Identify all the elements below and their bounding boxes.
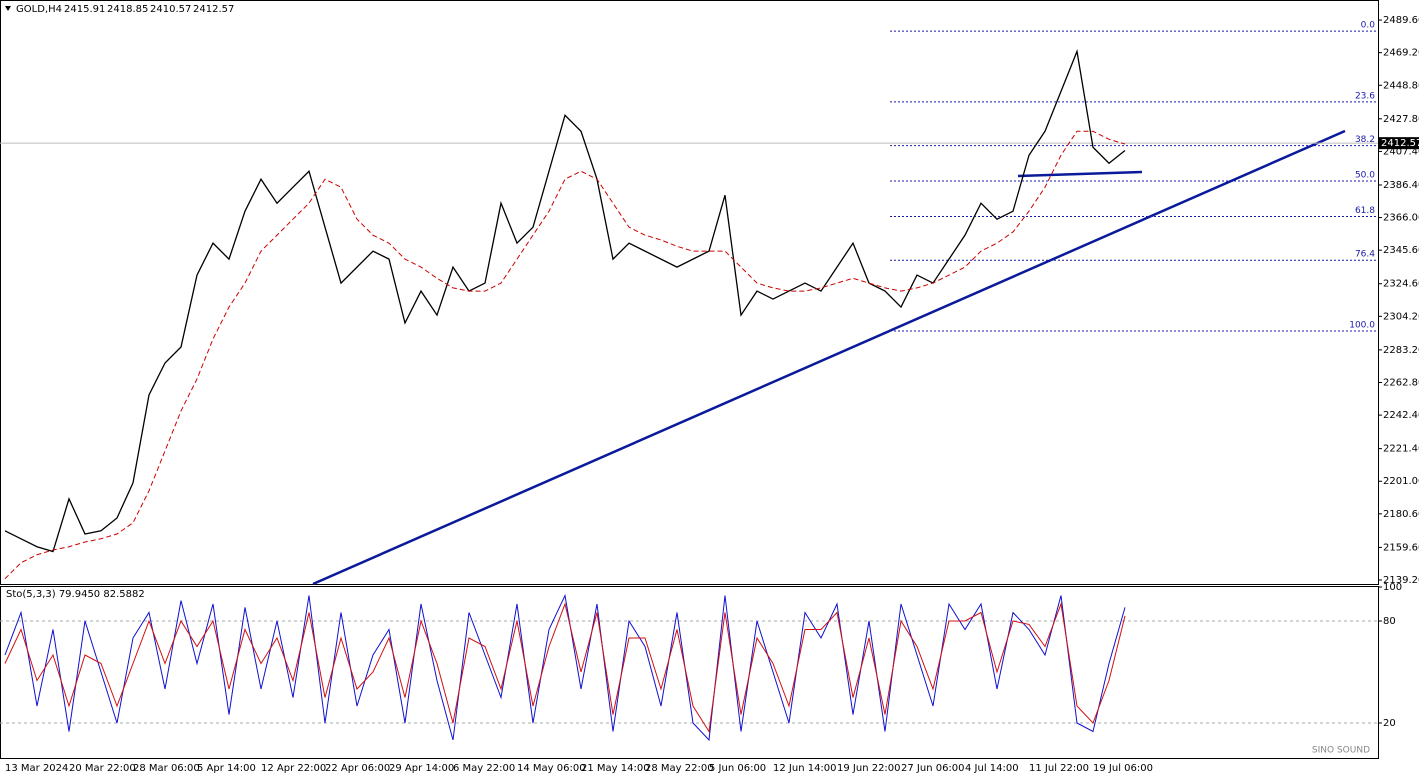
watermark: SINO SOUND: [1312, 746, 1370, 756]
y-tick-label: 2427.80: [1383, 114, 1419, 125]
y-tick-label: 2345.60: [1383, 245, 1419, 256]
current-price: 2412.57: [1381, 138, 1419, 149]
x-tick-label: 20 Mar 22:00: [69, 763, 136, 774]
series-line: [4, 48, 1126, 553]
x-tick-label: 14 May 06:00: [517, 763, 586, 774]
x-tick-label: 28 Mar 06:00: [133, 763, 200, 774]
x-tick-label: 28 May 22:00: [645, 763, 714, 774]
x-tick-label: 27 Jun 06:00: [901, 763, 965, 774]
fib-label: 76.4: [1355, 250, 1375, 260]
symbol: GOLD,H4: [16, 4, 62, 15]
x-tick-label: 19 Jul 06:00: [1093, 763, 1153, 774]
stoch-panel: [0, 586, 1379, 759]
x-tick-label: 12 Apr 22:00: [261, 763, 326, 774]
y-tick-label: 2448.80: [1383, 80, 1419, 91]
x-tick-label: 6 May 22:00: [453, 763, 515, 774]
x-tick-label: 21 May 14:00: [581, 763, 650, 774]
y-tick-label: 2324.60: [1383, 279, 1419, 290]
y-tick-label: 20: [1383, 718, 1396, 729]
ohlc-value: 2418.85: [107, 4, 148, 15]
y-tick-label: 80: [1383, 616, 1396, 627]
neckline: [1017, 170, 1143, 178]
series-line: [4, 593, 1126, 742]
fib-label: 38.2: [1355, 135, 1375, 145]
ohlc-value: 2410.57: [150, 4, 191, 15]
fib-label: 0.0: [1361, 21, 1376, 31]
price-tag: [1379, 137, 1419, 150]
ohlc-value: 2412.57: [193, 4, 234, 15]
fib-label: 23.6: [1355, 91, 1375, 101]
fib-label: 61.8: [1355, 206, 1375, 216]
fib-label: 100.0: [1349, 321, 1375, 331]
y-tick-label: 100: [1383, 582, 1402, 593]
x-tick-label: 12 Jun 14:00: [773, 763, 837, 774]
y-tick-label: 2262.80: [1383, 377, 1419, 388]
price-panel: [0, 0, 1379, 585]
y-tick-label: 2221.40: [1383, 444, 1419, 455]
y-tick-label: 2242.40: [1383, 410, 1419, 421]
x-tick-label: 4 Jul 14:00: [965, 763, 1019, 774]
x-tick-label: 22 Apr 06:00: [325, 763, 390, 774]
y-tick-label: 2366.00: [1383, 213, 1419, 224]
series-line: [4, 602, 1126, 733]
ohlc: 2415.91 2418.85 2410.57 2412.57: [64, 4, 234, 15]
indicator-title: Sto(5,3,3) 79.9450 82.5882: [6, 589, 145, 600]
x-tick-label: 13 Mar 2024: [5, 763, 68, 774]
menu-icon[interactable]: [5, 6, 11, 11]
y-tick-label: 2180.60: [1383, 509, 1419, 520]
x-tick-label: 19 Jun 22:00: [837, 763, 901, 774]
y-tick-label: 2304.20: [1383, 311, 1419, 322]
y-tick-label: 2469.20: [1383, 48, 1419, 59]
x-tick-label: 5 Apr 14:00: [197, 763, 256, 774]
y-tick-label: 2386.40: [1383, 180, 1419, 191]
ohlc-value: 2415.91: [64, 4, 105, 15]
x-tick-label: 11 Jul 22:00: [1029, 763, 1089, 774]
x-tick-label: 29 Apr 14:00: [389, 763, 454, 774]
x-tick-label: 5 Jun 06:00: [709, 763, 766, 774]
y-tick-label: 2201.00: [1383, 476, 1419, 487]
y-tick-label: 2159.60: [1383, 542, 1419, 553]
y-tick-label: 2283.20: [1383, 345, 1419, 356]
series-line: [4, 130, 1126, 580]
trendline: [312, 129, 1346, 586]
fib-label: 50.0: [1355, 170, 1375, 180]
y-tick-label: 2139.20: [1383, 575, 1419, 586]
y-tick-label: 2489.60: [1383, 15, 1419, 26]
y-tick-label: 2407.40: [1383, 146, 1419, 157]
